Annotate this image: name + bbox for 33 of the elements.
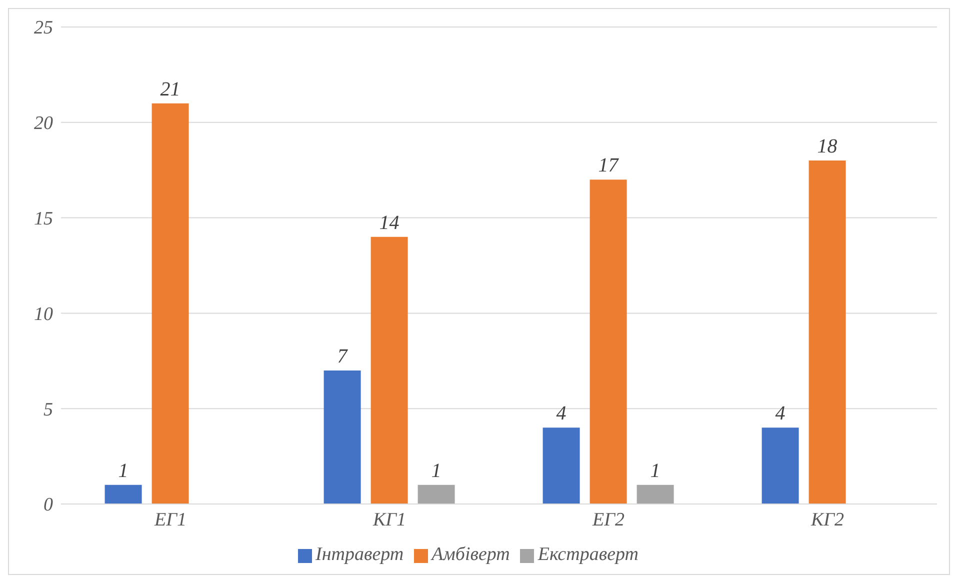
data-label: 21 [160, 78, 180, 100]
data-label: 4 [775, 402, 786, 425]
x-tick-label: ЕГ2 [592, 509, 625, 530]
data-label: 1 [118, 460, 128, 482]
data-label: 1 [650, 460, 660, 482]
legend-label: Екстраверт [538, 544, 638, 565]
legend-label: Інтраверт [316, 544, 404, 565]
bar [590, 180, 627, 504]
data-label: 14 [379, 212, 400, 234]
y-tick-label: 20 [34, 113, 54, 134]
bar [542, 428, 580, 504]
y-tick-label: 25 [34, 18, 53, 39]
data-label: 4 [556, 402, 566, 425]
data-label: 1 [431, 460, 442, 482]
data-label: 17 [598, 154, 620, 177]
bar [808, 160, 846, 504]
bar [152, 103, 189, 504]
bar [762, 428, 799, 504]
bar [418, 484, 455, 504]
data-label: 7 [337, 345, 348, 368]
y-tick-label: 5 [44, 399, 53, 420]
x-tick-label: ЕГ1 [154, 509, 186, 530]
x-tick-label: КГ2 [810, 509, 844, 530]
bar [324, 370, 361, 504]
bar [104, 484, 142, 504]
y-tick-label: 15 [34, 208, 53, 230]
data-label: 18 [817, 136, 838, 158]
bar [370, 236, 408, 504]
legend-label: Амбіверт [432, 544, 510, 565]
y-tick-label: 0 [44, 494, 54, 516]
x-tick-label: КГ1 [372, 509, 406, 530]
bar [636, 484, 674, 504]
y-tick-label: 10 [34, 304, 54, 325]
